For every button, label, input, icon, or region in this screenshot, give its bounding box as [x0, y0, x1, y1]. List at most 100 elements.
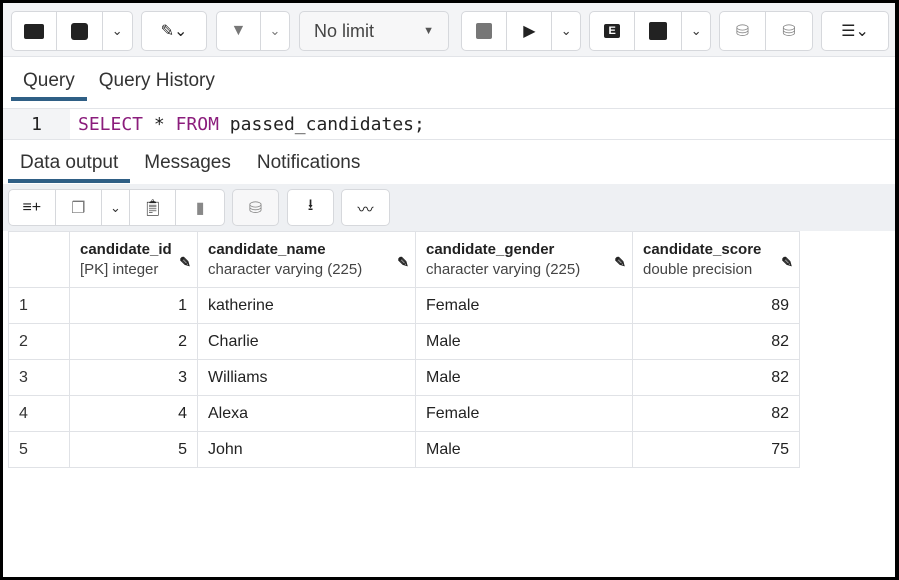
- table-row[interactable]: 1 1 katherine Female 89: [8, 287, 800, 324]
- row-number[interactable]: 4: [8, 395, 70, 432]
- macros-button[interactable]: ☰⌄: [822, 12, 888, 50]
- row-number-header: [8, 231, 70, 288]
- chevron-down-icon: ⌄: [111, 23, 123, 38]
- copy-button[interactable]: ❐: [56, 190, 103, 225]
- table-cell[interactable]: 82: [632, 359, 800, 396]
- save-button[interactable]: [57, 12, 103, 50]
- row-number[interactable]: 5: [8, 431, 70, 468]
- limit-select[interactable]: No limit ▼: [299, 11, 449, 51]
- add-row-icon: ≡+: [22, 198, 42, 216]
- clipboard-icon: 📋︎: [142, 199, 163, 217]
- column-header[interactable]: candidate_score double precision ✎: [632, 231, 800, 288]
- row-number[interactable]: 3: [8, 359, 70, 396]
- download-icon: ⭳: [307, 197, 314, 214]
- download-button[interactable]: ⭳: [288, 190, 333, 225]
- table-cell[interactable]: 75: [632, 431, 800, 468]
- tab-messages[interactable]: Messages: [144, 152, 231, 173]
- tab-data-output[interactable]: Data output: [8, 143, 131, 183]
- open-file-button[interactable]: [12, 12, 58, 50]
- table-cell[interactable]: Female: [415, 287, 633, 324]
- numbered-list-icon: ☰⌄: [841, 23, 869, 40]
- graph-button[interactable]: 〰: [342, 190, 389, 225]
- chevron-down-icon: ⌄: [690, 23, 702, 38]
- table-cell[interactable]: 2: [69, 323, 198, 360]
- copy-icon: ❐: [71, 199, 86, 217]
- table-cell[interactable]: John: [197, 431, 416, 468]
- delete-button[interactable]: ▮: [176, 190, 224, 225]
- pencil-icon: ✎: [179, 254, 191, 270]
- pencil-icon: ✎: [781, 254, 793, 270]
- explain-icon: E: [604, 24, 620, 38]
- execute-button[interactable]: ▶: [507, 12, 553, 50]
- query-tool: ⌄ ✎⌄ ▼ ⌄ No limit ▼ ▶ ⌄ E ⌄ ⛁ ⛁ ☰⌄ Query …: [3, 3, 895, 577]
- folder-icon: [24, 23, 45, 39]
- table-row[interactable]: 5 5 John Male 75: [8, 431, 800, 468]
- limit-value: No limit: [314, 20, 375, 41]
- copy-dropdown[interactable]: ⌄: [102, 190, 130, 225]
- table-cell[interactable]: katherine: [197, 287, 416, 324]
- pencil-icon: ✎⌄: [160, 23, 188, 40]
- sql-keyword: SELECT: [78, 113, 144, 135]
- table-row[interactable]: 2 2 Charlie Male 82: [8, 323, 800, 360]
- sql-editor[interactable]: 1 SELECT * FROM passed_candidates;: [3, 108, 895, 140]
- save-dropdown[interactable]: ⌄: [103, 12, 133, 50]
- chevron-down-icon: ⌄: [269, 23, 281, 38]
- rollback-button[interactable]: ⛁: [766, 12, 812, 50]
- sql-line: SELECT * FROM passed_candidates;: [70, 114, 425, 135]
- explain-button[interactable]: E: [590, 12, 636, 50]
- tab-notifications[interactable]: Notifications: [256, 152, 361, 173]
- sql-keyword: FROM: [175, 113, 219, 135]
- row-number[interactable]: 1: [8, 287, 70, 324]
- table-cell[interactable]: Williams: [197, 359, 416, 396]
- data-toolbar: ≡+ ❐ ⌄ 📋︎ ▮ ⛁ ⭳ 〰: [3, 184, 895, 231]
- table-row[interactable]: 4 4 Alexa Female 82: [8, 395, 800, 432]
- play-icon: ▶: [523, 23, 536, 40]
- table-cell[interactable]: 5: [69, 431, 198, 468]
- save-data-button[interactable]: ⛁: [233, 190, 278, 225]
- sql-star: *: [153, 113, 165, 135]
- column-header[interactable]: candidate_name character varying (225) ✎: [197, 231, 416, 288]
- column-header[interactable]: candidate_id [PK] integer ✎: [69, 231, 198, 288]
- filter-icon: ▼: [230, 22, 247, 39]
- table-cell[interactable]: Charlie: [197, 323, 416, 360]
- table-cell[interactable]: 4: [69, 395, 198, 432]
- commit-button[interactable]: ⛁: [720, 12, 767, 50]
- add-row-button[interactable]: ≡+: [9, 190, 56, 225]
- table-cell[interactable]: Female: [415, 395, 633, 432]
- pencil-icon: ✎: [397, 254, 409, 270]
- stop-button[interactable]: [462, 12, 508, 50]
- stop-icon: [476, 23, 493, 39]
- tab-query[interactable]: Query: [11, 61, 87, 101]
- table-cell[interactable]: Male: [415, 323, 633, 360]
- table-cell[interactable]: Alexa: [197, 395, 416, 432]
- table-cell[interactable]: 82: [632, 395, 800, 432]
- database-save-icon: ⛁: [248, 199, 263, 217]
- explain-dropdown[interactable]: ⌄: [682, 12, 710, 50]
- filter-dropdown[interactable]: ⌄: [261, 12, 289, 50]
- paste-button[interactable]: 📋︎: [130, 190, 177, 225]
- database-undo-icon: ⛁: [782, 23, 796, 40]
- filter-button[interactable]: ▼: [217, 12, 261, 50]
- table-cell[interactable]: Male: [415, 431, 633, 468]
- table-cell[interactable]: 1: [69, 287, 198, 324]
- database-check-icon: ⛁: [735, 23, 750, 40]
- table-cell[interactable]: Male: [415, 359, 633, 396]
- sql-table: passed_candidates;: [229, 113, 425, 135]
- execute-dropdown[interactable]: ⌄: [552, 12, 580, 50]
- query-toolbar: ⌄ ✎⌄ ▼ ⌄ No limit ▼ ▶ ⌄ E ⌄ ⛁ ⛁ ☰⌄: [3, 3, 895, 57]
- result-grid: candidate_id [PK] integer ✎ candidate_name…: [8, 231, 800, 468]
- bar-chart-icon: [649, 22, 668, 40]
- edit-button[interactable]: ✎⌄: [142, 12, 206, 50]
- explain-analyze-button[interactable]: [635, 12, 683, 50]
- trash-icon: ▮: [195, 199, 205, 217]
- table-cell[interactable]: 89: [632, 287, 800, 324]
- chevron-down-icon: ⌄: [110, 199, 121, 215]
- row-number[interactable]: 2: [8, 323, 70, 360]
- table-cell[interactable]: 82: [632, 323, 800, 360]
- tab-query-history[interactable]: Query History: [98, 70, 215, 91]
- save-icon: [70, 22, 88, 40]
- caret-down-icon: ▼: [423, 25, 434, 37]
- column-header[interactable]: candidate_gender character varying (225) ✎: [415, 231, 633, 288]
- table-cell[interactable]: 3: [69, 359, 198, 396]
- table-row[interactable]: 3 3 Williams Male 82: [8, 359, 800, 396]
